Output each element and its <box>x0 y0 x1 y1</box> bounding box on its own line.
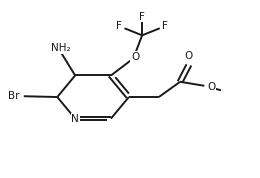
Text: F: F <box>116 21 122 31</box>
Text: O: O <box>185 51 193 61</box>
Text: O: O <box>131 52 139 62</box>
Text: NH₂: NH₂ <box>51 43 71 53</box>
Text: F: F <box>162 21 168 31</box>
Text: Br: Br <box>8 91 20 101</box>
Text: O: O <box>207 82 215 92</box>
Text: N: N <box>71 114 79 124</box>
Text: F: F <box>139 12 145 22</box>
